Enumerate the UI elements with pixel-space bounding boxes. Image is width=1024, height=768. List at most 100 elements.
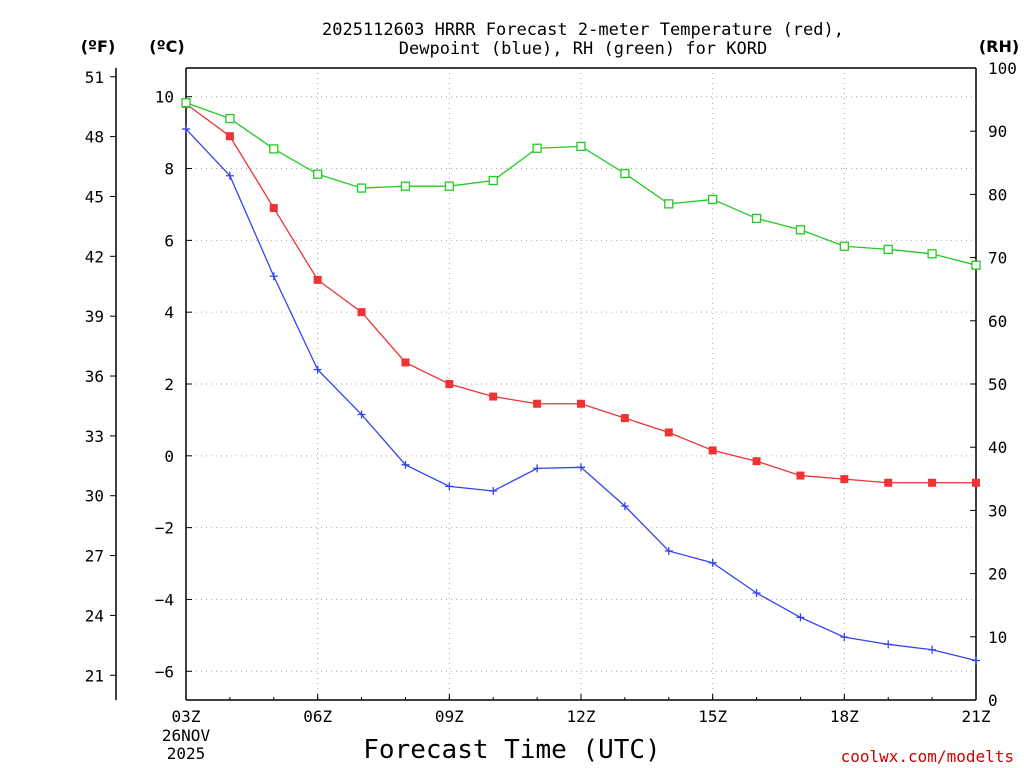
dewpoint-point xyxy=(225,171,234,180)
temperature-point xyxy=(972,478,980,487)
rh-tick-label: 70 xyxy=(988,249,1007,268)
dewpoint-point xyxy=(664,546,673,555)
series xyxy=(181,98,981,665)
rh-tick-label: 0 xyxy=(988,691,998,710)
celsius-unit-label: (ºC) xyxy=(149,37,184,56)
x-tick-label: 09Z xyxy=(435,707,464,726)
dewpoint-point xyxy=(313,365,322,374)
x-axis-title: Forecast Time (UTC) xyxy=(363,735,660,765)
dewpoint-point xyxy=(445,482,454,491)
fahrenheit-tick-label: 48 xyxy=(85,128,104,147)
temperature-point xyxy=(708,446,717,455)
rh-tick-label: 90 xyxy=(988,122,1007,141)
temperature-point xyxy=(664,428,673,437)
x-tick-label: 21Z xyxy=(962,707,991,726)
rh-point xyxy=(971,260,981,270)
celsius-tick-label: −4 xyxy=(155,590,174,609)
temperature-point xyxy=(401,358,410,367)
fahrenheit-tick-label: 21 xyxy=(85,666,104,685)
x-tick-label: 12Z xyxy=(567,707,596,726)
temperature-point xyxy=(269,204,278,213)
fahrenheit-tick-label: 24 xyxy=(85,606,104,625)
dewpoint-point xyxy=(752,588,761,597)
x-tick-sublabel: 26NOV xyxy=(162,726,211,745)
temperature-point xyxy=(884,478,893,487)
temperature-point xyxy=(796,471,805,480)
gridlines xyxy=(185,68,977,700)
fahrenheit-tick-label: 51 xyxy=(85,68,104,87)
celsius-tick-label: 10 xyxy=(155,88,174,107)
temperature-point xyxy=(577,399,585,408)
rh-point xyxy=(839,241,849,251)
x-tick-label: 06Z xyxy=(303,707,332,726)
temperature-point xyxy=(928,478,937,487)
dewpoint-point xyxy=(357,410,366,419)
temperature-point xyxy=(313,275,322,284)
fahrenheit-tick-label: 33 xyxy=(85,427,104,446)
rh-tick-label: 100 xyxy=(988,59,1017,78)
dewpoint-point xyxy=(884,640,893,649)
rh-point xyxy=(532,143,542,153)
celsius-tick-label: 6 xyxy=(164,231,174,250)
dewpoint-point xyxy=(796,613,805,622)
chart-title-line-1: 2025112603 HRRR Forecast 2-meter Tempera… xyxy=(322,20,844,40)
rh-point xyxy=(488,175,498,186)
temperature-point xyxy=(489,392,498,401)
x-tick-label: 15Z xyxy=(698,707,727,726)
rh-tick-label: 60 xyxy=(988,312,1007,331)
x-tick-label: 18Z xyxy=(830,707,859,726)
chart-title-line-2: Dewpoint (blue), RH (green) for KORD xyxy=(399,39,767,59)
dewpoint-point xyxy=(972,656,980,665)
fahrenheit-unit-label: (ºF) xyxy=(81,37,116,56)
rh-unit-label: (RH) xyxy=(979,37,1019,56)
celsius-tick-label: −6 xyxy=(155,662,174,681)
x-tick-sublabel: 2025 xyxy=(167,744,206,763)
dewpoint-point xyxy=(577,463,585,472)
celsius-tick-label: −2 xyxy=(155,519,174,538)
fahrenheit-tick-label: 36 xyxy=(85,367,104,386)
rh-point xyxy=(269,144,279,154)
fahrenheit-tick-label: 39 xyxy=(85,307,104,326)
rh-point xyxy=(795,225,806,235)
rh-point xyxy=(444,181,454,191)
rh-point xyxy=(400,181,411,191)
rh-tick-label: 30 xyxy=(988,501,1007,520)
temperature-point xyxy=(445,380,454,388)
temperature-point xyxy=(533,399,542,408)
celsius-tick-label: 0 xyxy=(164,447,174,466)
rh-tick-label: 10 xyxy=(988,628,1007,647)
temperature-point xyxy=(840,475,849,484)
temperature-point xyxy=(620,414,629,423)
temperature-point xyxy=(357,308,366,317)
dewpoint-point xyxy=(533,464,542,473)
rh-tick-label: 20 xyxy=(988,565,1007,584)
rh-series xyxy=(181,98,981,270)
celsius-tick-label: 4 xyxy=(164,303,174,322)
credit-text: coolwx.com/modelts xyxy=(841,747,1014,766)
temperature-point xyxy=(752,457,761,466)
celsius-tick-label: 2 xyxy=(164,375,174,394)
rh-point xyxy=(751,213,762,224)
rh-point xyxy=(576,141,586,152)
dewpoint-point xyxy=(489,487,498,496)
rh-point xyxy=(664,199,674,209)
x-tick-label: 03Z xyxy=(172,707,201,726)
rh-point xyxy=(356,183,367,193)
rh-point xyxy=(883,244,893,255)
temperature-point xyxy=(225,132,234,141)
fahrenheit-tick-label: 30 xyxy=(85,487,104,506)
rh-point xyxy=(708,194,718,205)
fahrenheit-tick-label: 27 xyxy=(85,547,104,566)
rh-point xyxy=(225,113,235,124)
fahrenheit-tick-label: 42 xyxy=(85,247,104,266)
rh-point xyxy=(181,98,191,108)
rh-tick-label: 40 xyxy=(988,438,1007,457)
rh-point xyxy=(313,169,323,179)
dewpoint-point xyxy=(928,645,937,654)
dewpoint-series xyxy=(182,125,980,665)
rh-point xyxy=(927,249,937,259)
dewpoint-point xyxy=(182,125,190,134)
dewpoint-point xyxy=(401,460,410,469)
rh-tick-label: 80 xyxy=(988,185,1007,204)
